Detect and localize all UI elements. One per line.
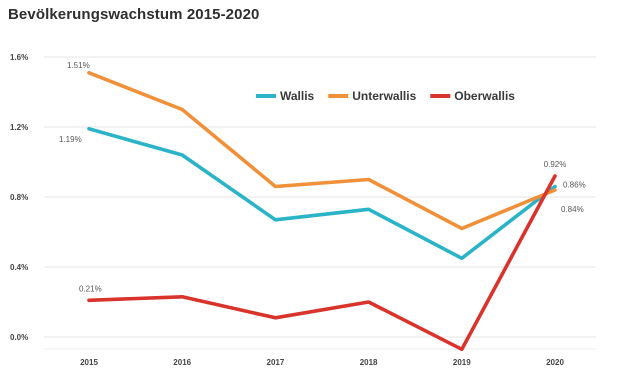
x-tick-label: 2016	[173, 358, 191, 367]
x-tick-label: 2017	[267, 358, 285, 367]
data-label: 0.92%	[544, 160, 567, 169]
y-tick-label: 0.4%	[10, 263, 28, 272]
series-line-wallis	[87, 127, 557, 261]
legend: Wallis Unterwallis Oberwallis	[256, 89, 515, 103]
data-point	[367, 300, 371, 304]
data-point	[553, 188, 557, 192]
legend-entry: Unterwallis	[352, 89, 416, 103]
data-point	[367, 178, 371, 181]
data-point	[87, 127, 91, 131]
data-label: 0.86%	[563, 181, 586, 190]
x-tick-label: 2020	[546, 358, 564, 367]
series-line-unterwallis	[87, 71, 557, 231]
series-lines	[87, 71, 557, 352]
data-point	[180, 295, 184, 299]
data-label: 0.84%	[561, 205, 584, 214]
data-point	[553, 185, 557, 188]
grid-lines	[44, 56, 596, 350]
data-point	[87, 298, 91, 302]
y-tick-label: 0.8%	[10, 193, 28, 202]
y-tick-label: 1.2%	[10, 123, 28, 132]
data-point	[273, 185, 277, 188]
data-labels: 1.51% 1.19% 0.21% 0.92% 0.86% 0.84%	[59, 61, 586, 294]
y-tick-label: 1.6%	[10, 53, 28, 62]
data-point	[460, 256, 464, 260]
data-label: 0.21%	[79, 284, 102, 293]
legend-entry: Wallis	[280, 89, 315, 103]
data-point	[553, 174, 557, 178]
data-point	[180, 108, 184, 111]
legend-entry: Oberwallis	[454, 89, 515, 103]
data-point	[460, 227, 464, 230]
data-point	[367, 207, 371, 211]
data-point	[273, 218, 277, 222]
data-label: 1.19%	[59, 135, 82, 144]
x-tick-label: 2019	[453, 358, 471, 367]
x-tick-label: 2015	[80, 358, 98, 367]
y-tick-label: 0.0%	[10, 333, 28, 342]
x-tick-label: 2018	[360, 358, 378, 367]
data-label: 1.51%	[67, 61, 90, 70]
data-point	[460, 347, 464, 351]
axes: 0.0% 0.4% 0.8% 1.2% 1.6% 2015 2016 2017 2018 2019…	[10, 53, 564, 367]
data-point	[87, 71, 91, 75]
chart-title: Bevölkerungswachstum 2015-2020	[8, 6, 260, 23]
data-point	[273, 316, 277, 320]
series-line-oberwallis	[87, 174, 557, 352]
data-point	[180, 153, 184, 157]
